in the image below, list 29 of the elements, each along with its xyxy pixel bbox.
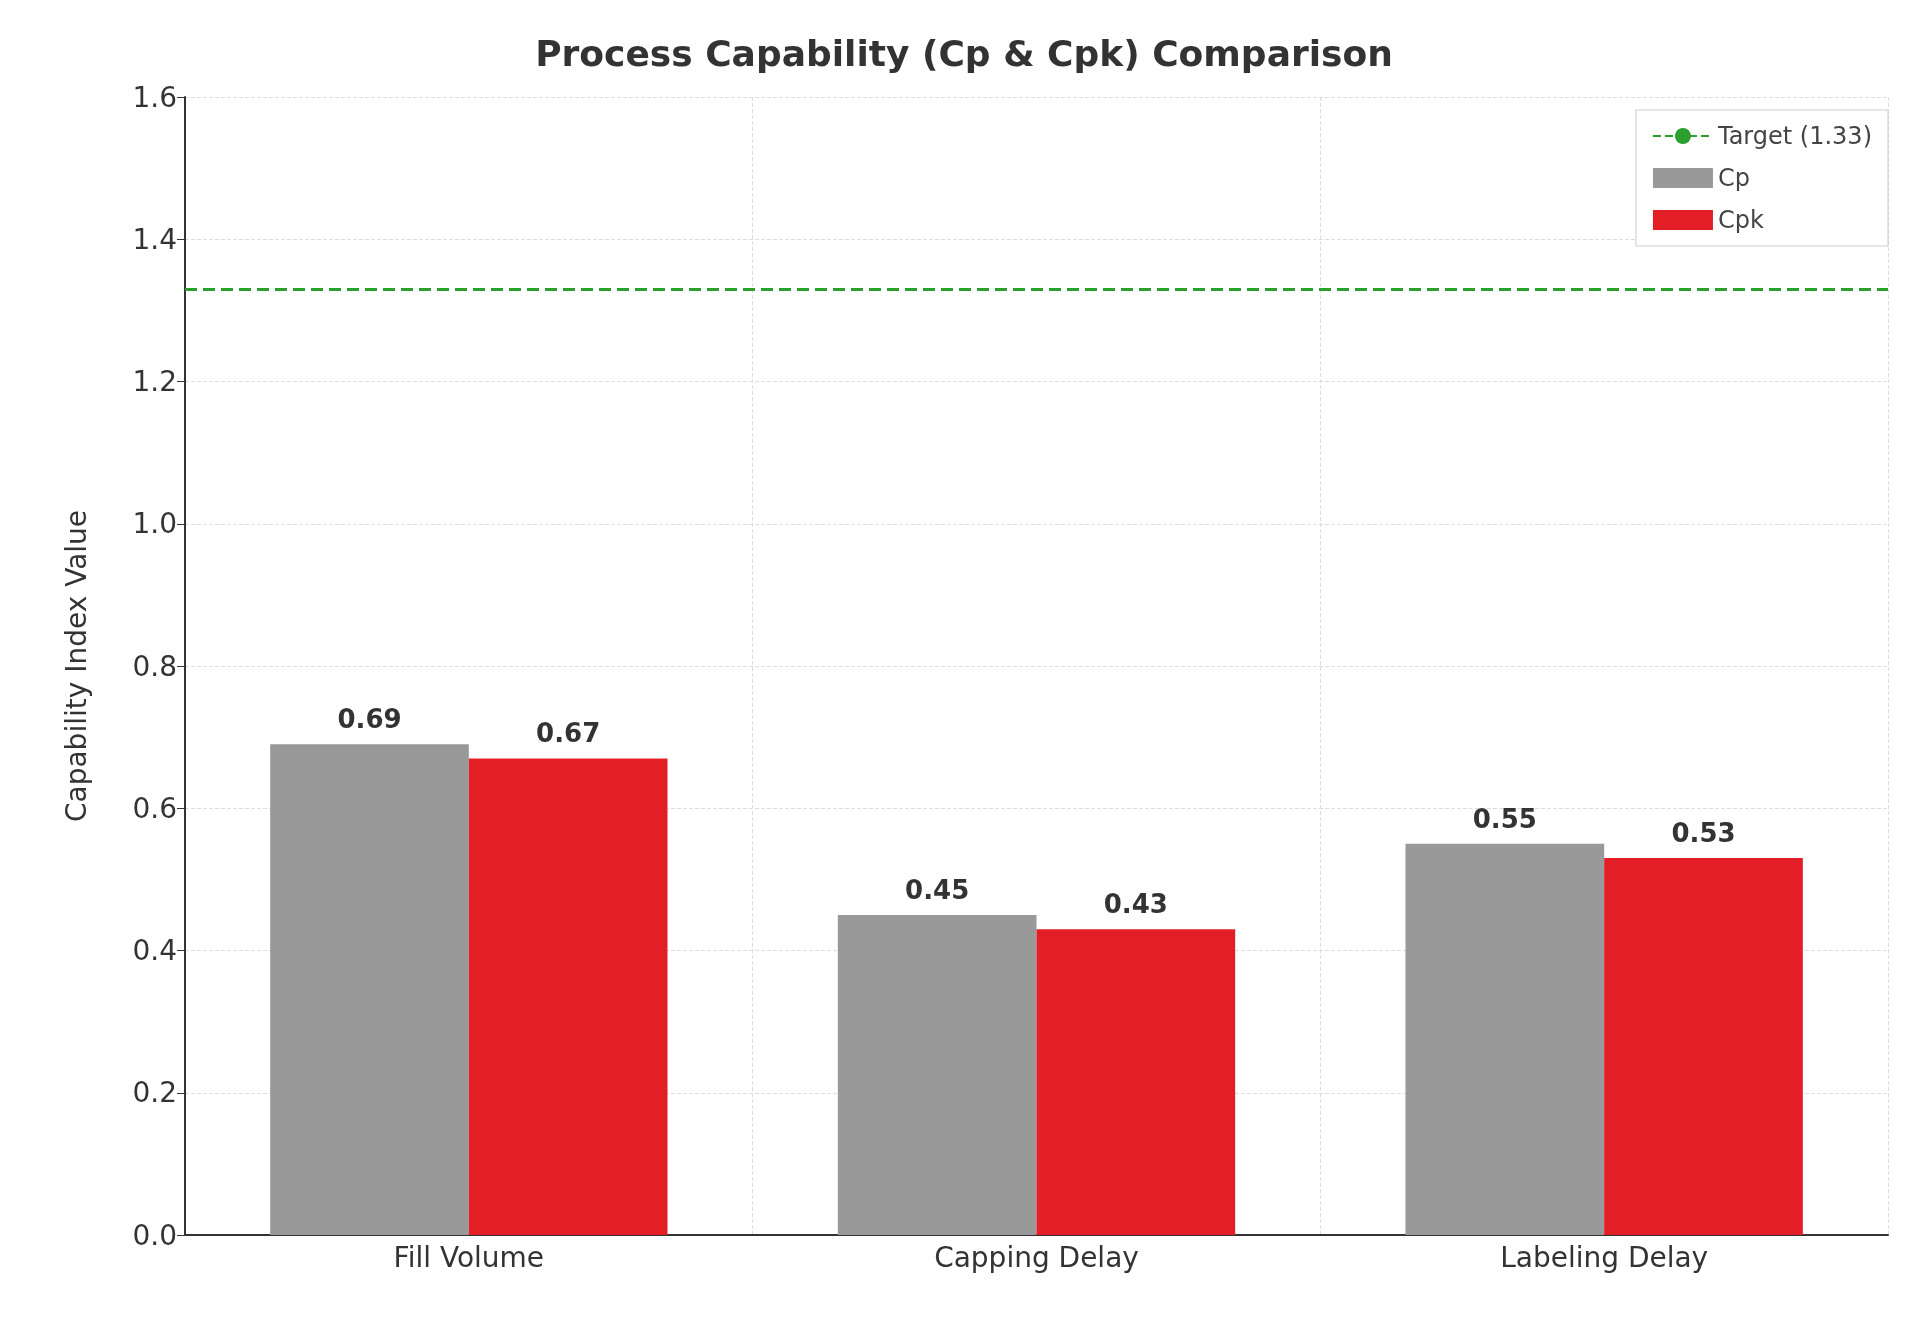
- legend-label: Cpk: [1717, 206, 1764, 234]
- y-tick-label: 1.0: [132, 507, 177, 541]
- bar: [1036, 929, 1236, 1235]
- data-label: 0.53: [1671, 818, 1736, 849]
- bar: [837, 914, 1037, 1235]
- x-tick-label: Labeling Delay: [1500, 1240, 1709, 1274]
- y-tick-label: 1.6: [132, 80, 177, 114]
- y-tick-label: 1.2: [132, 365, 177, 398]
- x-tick-label: Fill Volume: [393, 1240, 545, 1274]
- data-label: 0.69: [337, 704, 402, 735]
- bar: [1405, 843, 1605, 1235]
- bar: [1604, 858, 1803, 1235]
- data-label: 0.45: [905, 874, 970, 905]
- y-tick-label: 0.8: [132, 649, 177, 683]
- data-label: 0.67: [536, 718, 601, 749]
- bar: [468, 758, 668, 1235]
- legend-label: Cp: [1717, 164, 1750, 192]
- y-tick-label: 1.4: [132, 222, 177, 256]
- y-tick-label: 0.0: [132, 1218, 177, 1252]
- y-tick-label: 0.6: [132, 791, 177, 825]
- y-tick-label: 0.2: [132, 1076, 177, 1110]
- y-axis-title: Capability Index Value: [59, 509, 93, 823]
- data-label: 0.43: [1103, 889, 1168, 920]
- y-tick-label: 0.4: [132, 934, 177, 967]
- data-label: 0.55: [1472, 803, 1537, 834]
- x-tick-label: Capping Delay: [934, 1240, 1139, 1274]
- legend-label: Target (1.33): [1716, 122, 1872, 150]
- bar: [270, 744, 469, 1235]
- chart-title: Process Capability (Cp & Cpk) Comparison: [535, 32, 1393, 74]
